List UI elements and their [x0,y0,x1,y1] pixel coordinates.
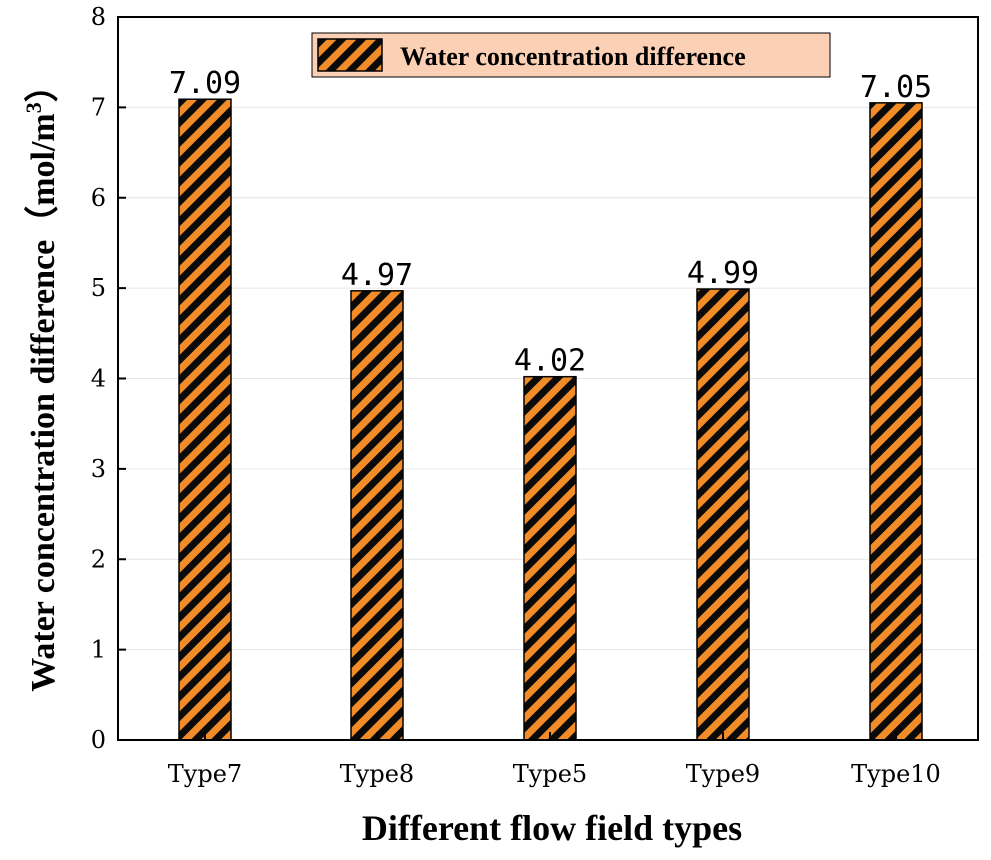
y-tick-label: 0 [91,726,106,754]
bar-type9 [696,288,750,741]
y-tick-label: 7 [91,93,106,121]
data-label-type5: 4.02 [514,344,586,379]
y-tick-label: 3 [91,455,106,483]
x-tick-label-type9: Type9 [686,760,760,788]
x-tick-label-type5: Type5 [513,760,587,788]
x-axis-title: Different flow field types [362,808,742,848]
bar-type8 [350,290,404,741]
x-tick-label-type7: Type7 [168,760,242,788]
x-tick-label-type10: Type10 [851,760,941,788]
data-label-type8: 4.97 [341,258,413,293]
data-label-type7: 7.09 [169,66,241,101]
y-axis-ticks: 0 1 2 3 4 5 6 7 8 [91,3,126,754]
data-label-type10: 7.05 [860,70,932,105]
x-tick-label-type8: Type8 [340,760,414,788]
y-tick-label: 1 [91,636,106,664]
x-axis-ticks: Type7 Type8 Type5 Type9 Type10 [168,732,941,788]
y-tick-label: 4 [91,365,106,393]
y-axis-title: Water concentration difference（mol/m3） [21,68,62,691]
bar-type5 [523,375,577,741]
bar-type10 [869,102,923,741]
data-labels: 7.09 4.97 4.02 4.99 7.05 [169,66,932,378]
data-label-type9: 4.99 [687,256,759,291]
legend-box [311,32,831,78]
y-axis-title-superscript: 3 [21,102,46,113]
legend-swatch [317,38,383,72]
y-tick-label: 2 [91,545,106,573]
y-tick-label: 5 [91,274,106,302]
y-tick-label: 8 [91,3,106,31]
bar-type7 [178,98,232,741]
legend: Water concentration difference [311,32,831,78]
y-axis-title-close: ） [23,68,62,102]
legend-label: Water concentration difference [400,42,746,71]
y-tick-label: 6 [91,184,106,212]
y-axis-title-main: Water concentration difference（mol/m [23,113,62,691]
bars [178,98,923,741]
